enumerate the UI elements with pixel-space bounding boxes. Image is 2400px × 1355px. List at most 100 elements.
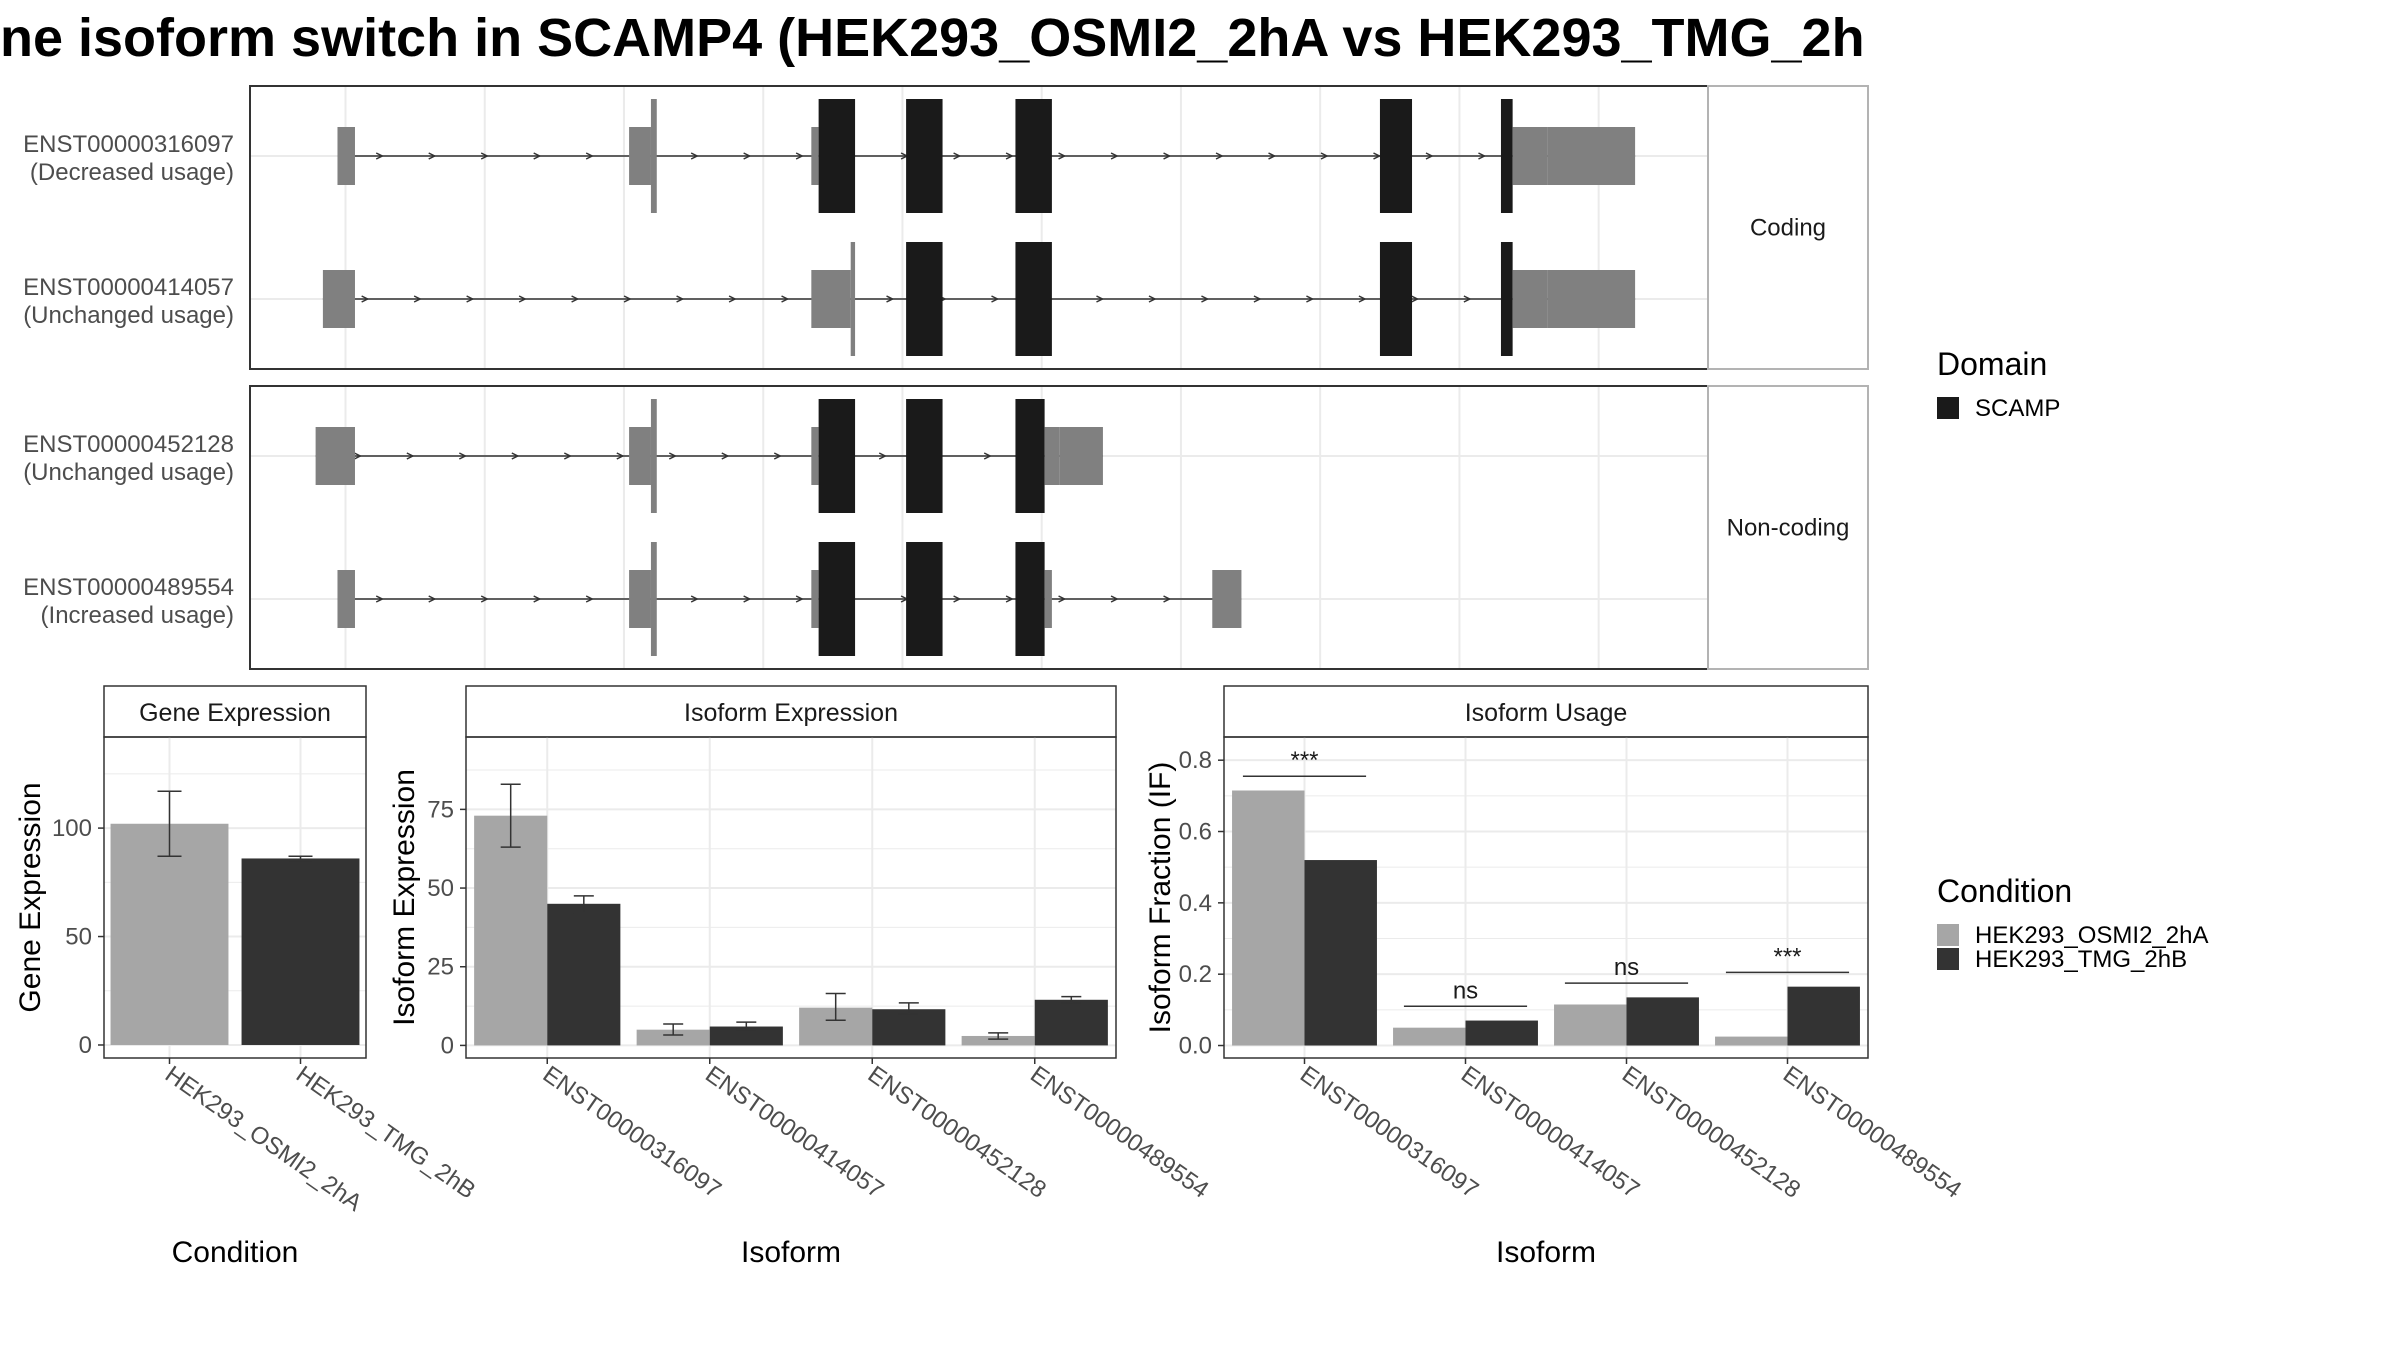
bar bbox=[1465, 1020, 1538, 1046]
scamp-domain-exon bbox=[1015, 542, 1045, 656]
intron-arrow bbox=[690, 595, 699, 603]
structure-panel-border bbox=[249, 85, 1709, 370]
scamp-domain-exon bbox=[906, 99, 943, 213]
intron-arrow bbox=[1163, 152, 1172, 160]
cds-exon bbox=[650, 399, 657, 513]
x-tick-label: ENST00000452128 bbox=[1617, 1061, 1805, 1204]
intron-arrow bbox=[795, 152, 804, 160]
condition-legend-label: HEK293_TMG_2hB bbox=[1975, 946, 2187, 973]
intron-arrow bbox=[511, 452, 520, 460]
intron-arrow bbox=[375, 595, 384, 603]
x-axis-title: Condition bbox=[172, 1236, 299, 1269]
intron-arrow bbox=[1358, 295, 1367, 303]
intron-arrow bbox=[1411, 295, 1420, 303]
x-tick-label: ENST00000489554 bbox=[1025, 1061, 1213, 1204]
intron-arrow bbox=[1005, 152, 1014, 160]
bar bbox=[961, 1035, 1035, 1046]
intron-arrow bbox=[466, 295, 475, 303]
transcript-id-label: ENST00000316097 bbox=[23, 131, 234, 158]
intron-arrow bbox=[676, 295, 685, 303]
y-tick-label: 0.8 bbox=[1179, 747, 1212, 774]
bar bbox=[1787, 986, 1860, 1046]
y-tick-label: 0 bbox=[79, 1032, 92, 1059]
transcript-usage-label: (Unchanged usage) bbox=[23, 459, 234, 486]
intron-arrow bbox=[721, 452, 730, 460]
bar bbox=[1304, 860, 1377, 1046]
bar bbox=[547, 903, 621, 1046]
scamp-domain-exon bbox=[906, 242, 943, 356]
chart-title: Gene Expression bbox=[139, 699, 331, 727]
intron-arrow bbox=[1215, 152, 1224, 160]
utr-exon bbox=[337, 570, 355, 628]
cds-exon bbox=[850, 242, 856, 356]
facet-strip-label: Coding bbox=[1750, 215, 1826, 242]
chart-strip bbox=[1223, 685, 1869, 738]
y-axis-title: Isoform Expression bbox=[388, 769, 421, 1026]
intron-arrow bbox=[413, 295, 422, 303]
intron-arrow bbox=[375, 152, 384, 160]
facet-strip bbox=[1707, 85, 1869, 370]
scamp-domain-exon bbox=[1500, 99, 1513, 213]
bar bbox=[474, 815, 548, 1046]
condition-legend-swatch bbox=[1937, 924, 1959, 946]
y-axis-title: Gene Expression bbox=[14, 782, 47, 1012]
intron-arrow bbox=[458, 452, 468, 460]
intron-arrow bbox=[406, 452, 415, 460]
intron-arrow bbox=[1005, 595, 1014, 603]
intron-arrow bbox=[743, 152, 752, 160]
significance-label: *** bbox=[1290, 747, 1318, 774]
intron-arrow bbox=[1478, 152, 1487, 160]
intron-arrow bbox=[1201, 295, 1210, 303]
transcript-track bbox=[337, 542, 1242, 656]
scamp-domain-exon bbox=[1015, 242, 1052, 356]
scamp-domain-exon bbox=[1015, 99, 1052, 213]
facet-strip bbox=[1707, 385, 1869, 670]
intron-arrow bbox=[480, 595, 489, 603]
utr-exon bbox=[1212, 570, 1242, 628]
intron-arrow bbox=[518, 295, 527, 303]
intron-arrow bbox=[668, 452, 677, 460]
y-tick-label: 50 bbox=[65, 924, 92, 951]
transcript-usage-label: (Unchanged usage) bbox=[23, 302, 234, 329]
error-bar bbox=[898, 1002, 919, 1015]
intron-arrow bbox=[1110, 152, 1119, 160]
scamp-domain-exon bbox=[1500, 242, 1513, 356]
chart-panel-3: Isoform Usage *** ns ns *** 0.0 0.2 0.4 0.6 0.8 EN… bbox=[1144, 685, 1966, 1269]
utr-exon bbox=[629, 127, 651, 185]
utr-exon bbox=[811, 270, 851, 328]
intron-arrow bbox=[878, 452, 887, 460]
chart-strip bbox=[103, 685, 367, 738]
scamp-domain-exon bbox=[818, 99, 856, 213]
error-bar bbox=[988, 1032, 1009, 1040]
bar bbox=[110, 823, 229, 1045]
utr-exon bbox=[1547, 270, 1636, 328]
x-tick-label: ENST00000414057 bbox=[700, 1061, 888, 1204]
intron-arrow bbox=[354, 452, 363, 460]
structure-panel-border bbox=[249, 385, 1709, 670]
intron-arrow bbox=[991, 295, 1000, 303]
cds-exon bbox=[650, 99, 657, 213]
bar bbox=[241, 858, 360, 1045]
utr-exon bbox=[629, 570, 651, 628]
transcript-id-label: ENST00000489554 bbox=[23, 574, 234, 601]
scamp-domain-exon bbox=[1379, 99, 1413, 213]
intron-arrow bbox=[743, 595, 752, 603]
intron-arrow bbox=[428, 152, 437, 160]
intron-arrow bbox=[1058, 152, 1067, 160]
chart-strip bbox=[465, 685, 1117, 738]
intron-arrow bbox=[1096, 295, 1105, 303]
x-tick-label: ENST00000489554 bbox=[1778, 1061, 1966, 1204]
bar bbox=[636, 1029, 710, 1046]
cds-exon bbox=[650, 542, 657, 656]
utr-exon bbox=[337, 127, 355, 185]
intron-arrow bbox=[623, 295, 632, 303]
utr-exon bbox=[315, 427, 355, 485]
chart-panel-2: Isoform Expression 0 25 50 75 ENST00000316097… bbox=[388, 685, 1214, 1269]
bar bbox=[1393, 1027, 1466, 1046]
utr-exon bbox=[1044, 570, 1052, 628]
significance-label: ns bbox=[1614, 954, 1639, 981]
bar bbox=[1554, 1004, 1627, 1046]
domain-legend-title: Domain bbox=[1937, 346, 2047, 382]
transcript-track bbox=[337, 99, 1636, 213]
utr-exon bbox=[811, 427, 819, 485]
